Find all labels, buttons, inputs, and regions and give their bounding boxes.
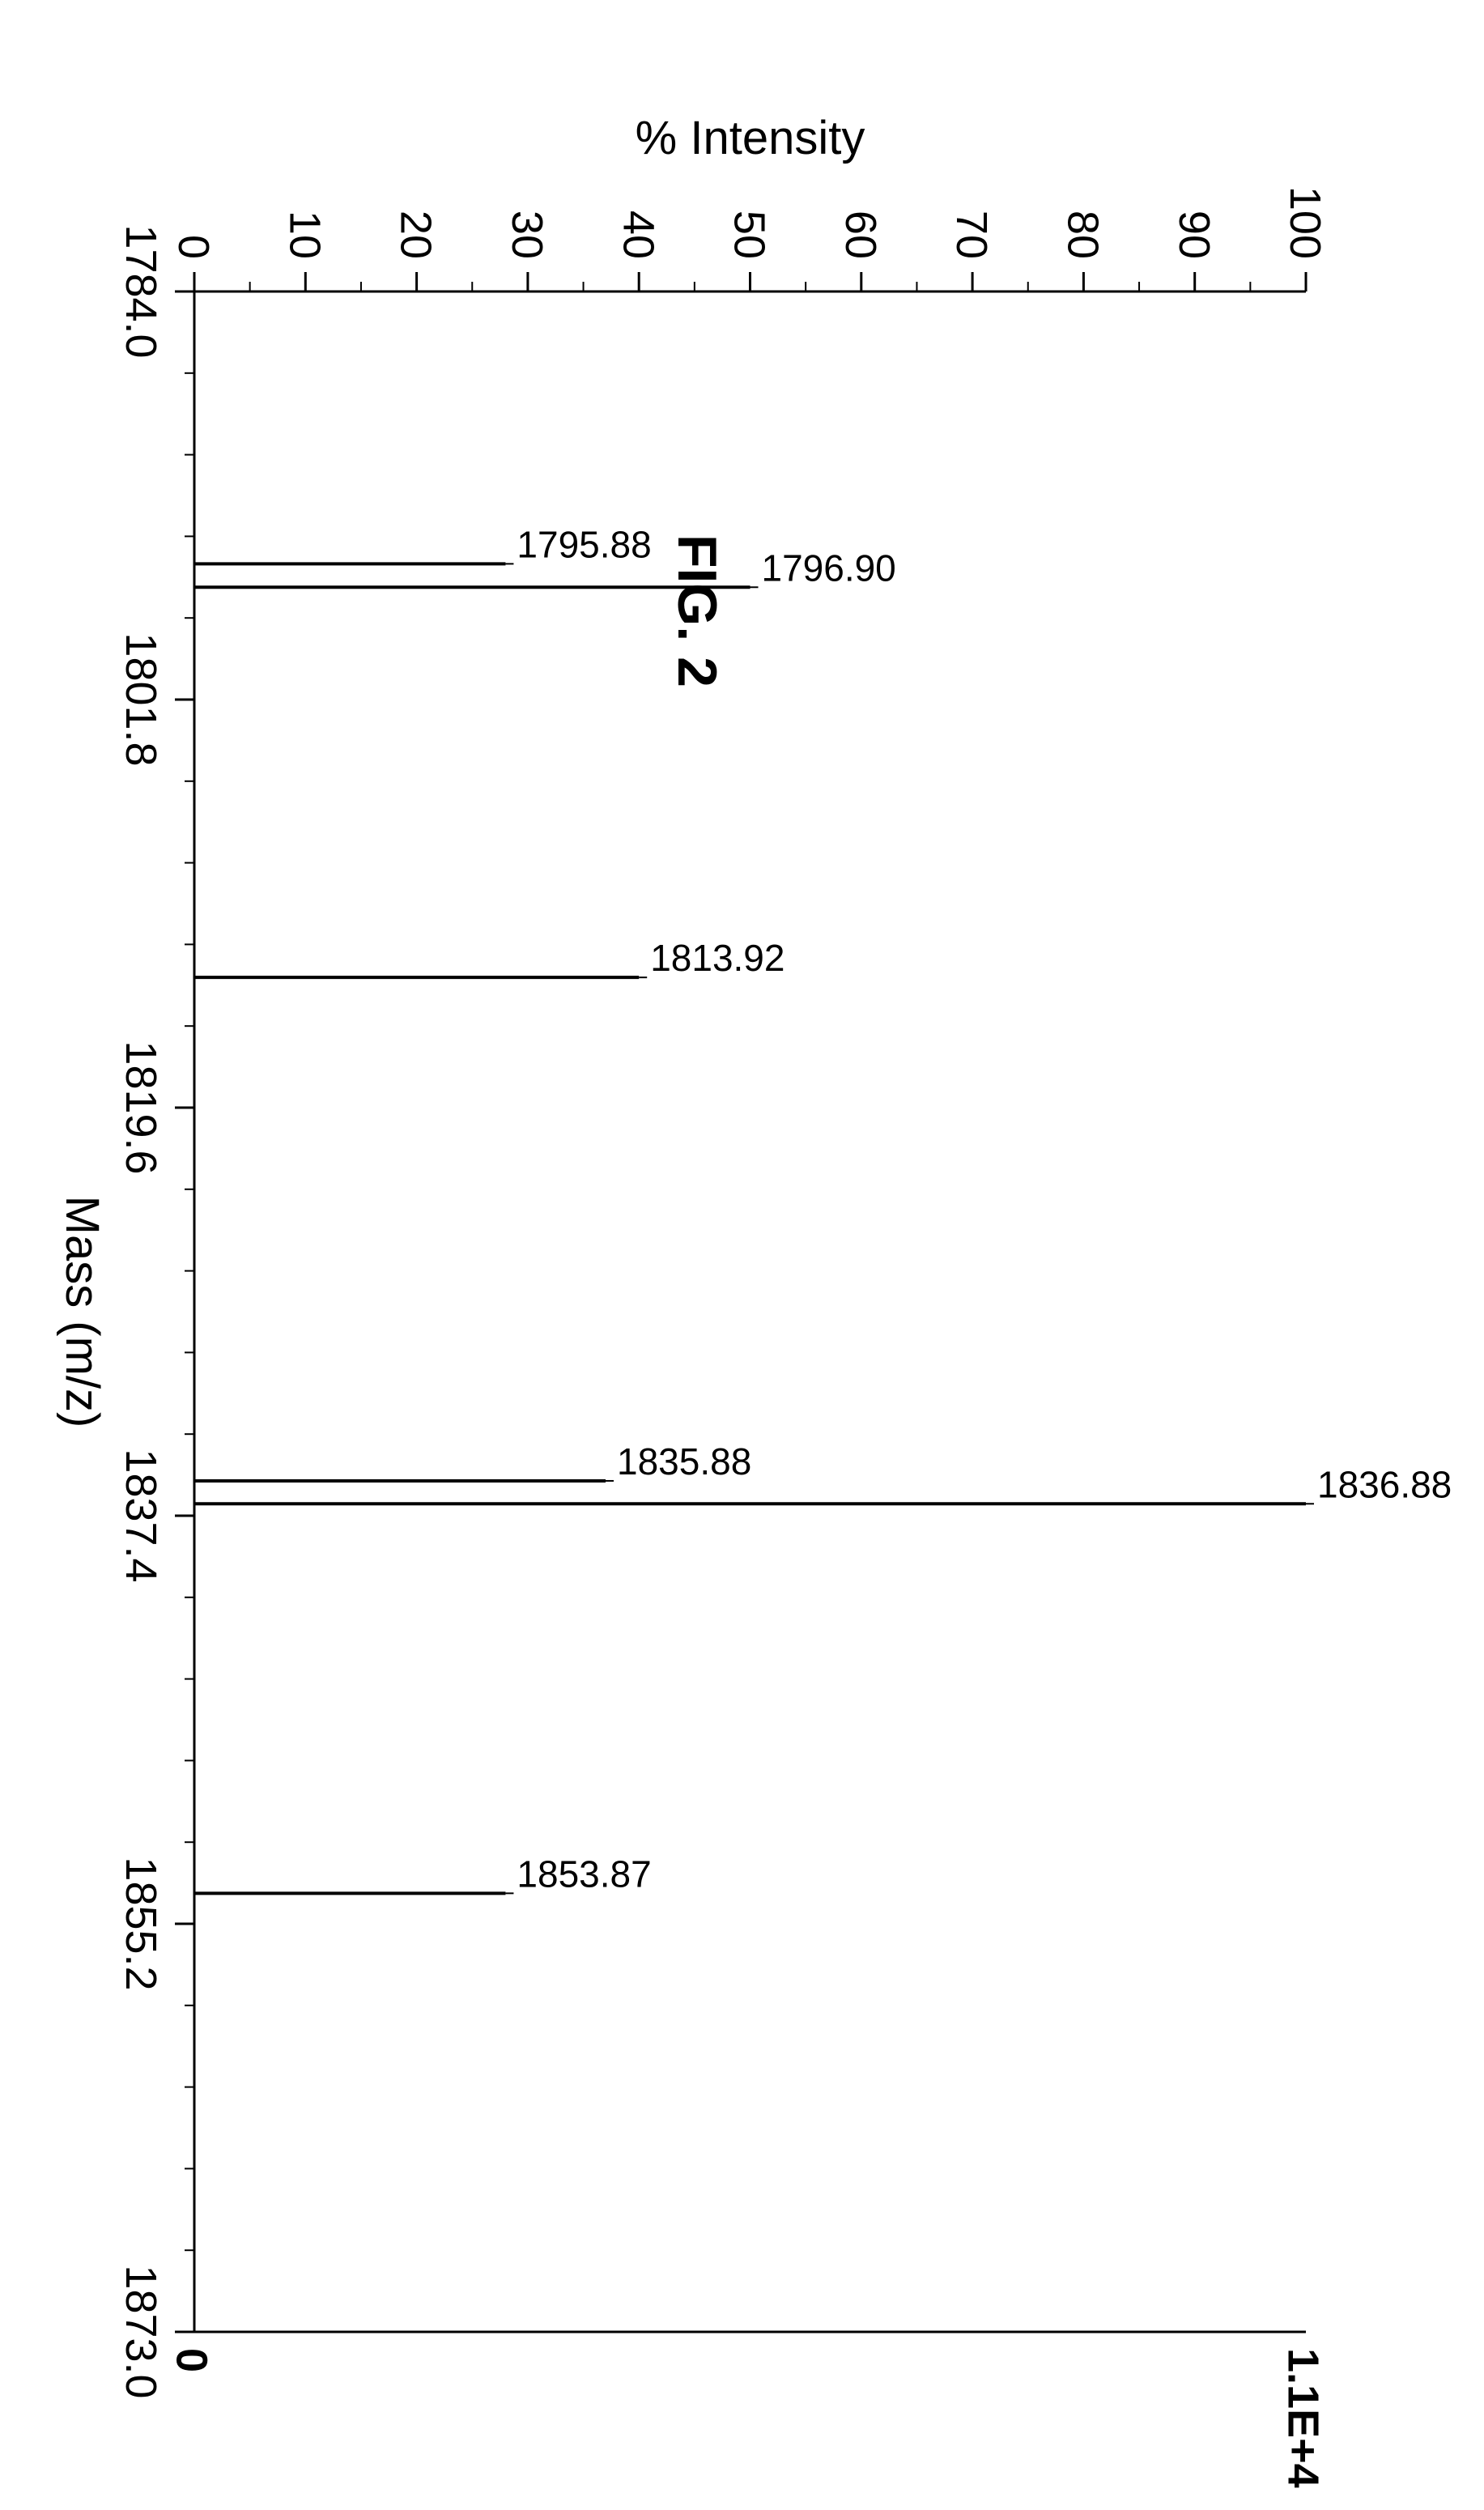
y-tick-label: 40 bbox=[614, 211, 662, 259]
y-tick-label: 50 bbox=[725, 211, 774, 259]
y-tick-label: 100 bbox=[1281, 186, 1329, 259]
secondary-y-bottom: 0 bbox=[167, 2348, 215, 2372]
y-tick-label: 20 bbox=[392, 211, 440, 259]
peak-label: 1813.92 bbox=[650, 937, 785, 979]
y-tick-label: 60 bbox=[836, 211, 885, 259]
secondary-y-top: 1.1E+4 bbox=[1278, 2348, 1327, 2488]
y-tick-label: 10 bbox=[280, 211, 329, 259]
page-root: FIG. 2 0102030405060708090100% Intensity… bbox=[0, 0, 1484, 2510]
x-tick-label: 1855.2 bbox=[117, 1857, 165, 1990]
y-tick-label: 30 bbox=[503, 211, 551, 259]
y-tick-label: 70 bbox=[947, 211, 996, 259]
peak-label: 1796.90 bbox=[762, 547, 896, 589]
x-axis-label: Mass (m/z) bbox=[56, 1196, 108, 1428]
x-tick-label: 1801.8 bbox=[117, 632, 165, 766]
peak-label: 1853.87 bbox=[517, 1853, 651, 1895]
x-tick-label: 1837.4 bbox=[117, 1449, 165, 1582]
y-tick-label: 0 bbox=[169, 235, 218, 259]
peak-label: 1835.88 bbox=[617, 1440, 751, 1483]
y-tick-label: 80 bbox=[1059, 211, 1108, 259]
peak-label: 1795.88 bbox=[517, 523, 651, 565]
mass-spectrum-chart: 0 10 20 30 40 50 60 70 80 90 100 % Intensity 1784.0 1… bbox=[0, 0, 1484, 2510]
peak-label: 1836.88 bbox=[1317, 1463, 1452, 1505]
y-tick-label: 90 bbox=[1170, 211, 1218, 259]
x-tick-label: 1819.6 bbox=[117, 1040, 165, 1174]
x-tick-label: 1784.0 bbox=[117, 224, 165, 358]
y-axis-label: % Intensity bbox=[636, 112, 865, 164]
x-tick-label: 1873.0 bbox=[117, 2265, 165, 2398]
